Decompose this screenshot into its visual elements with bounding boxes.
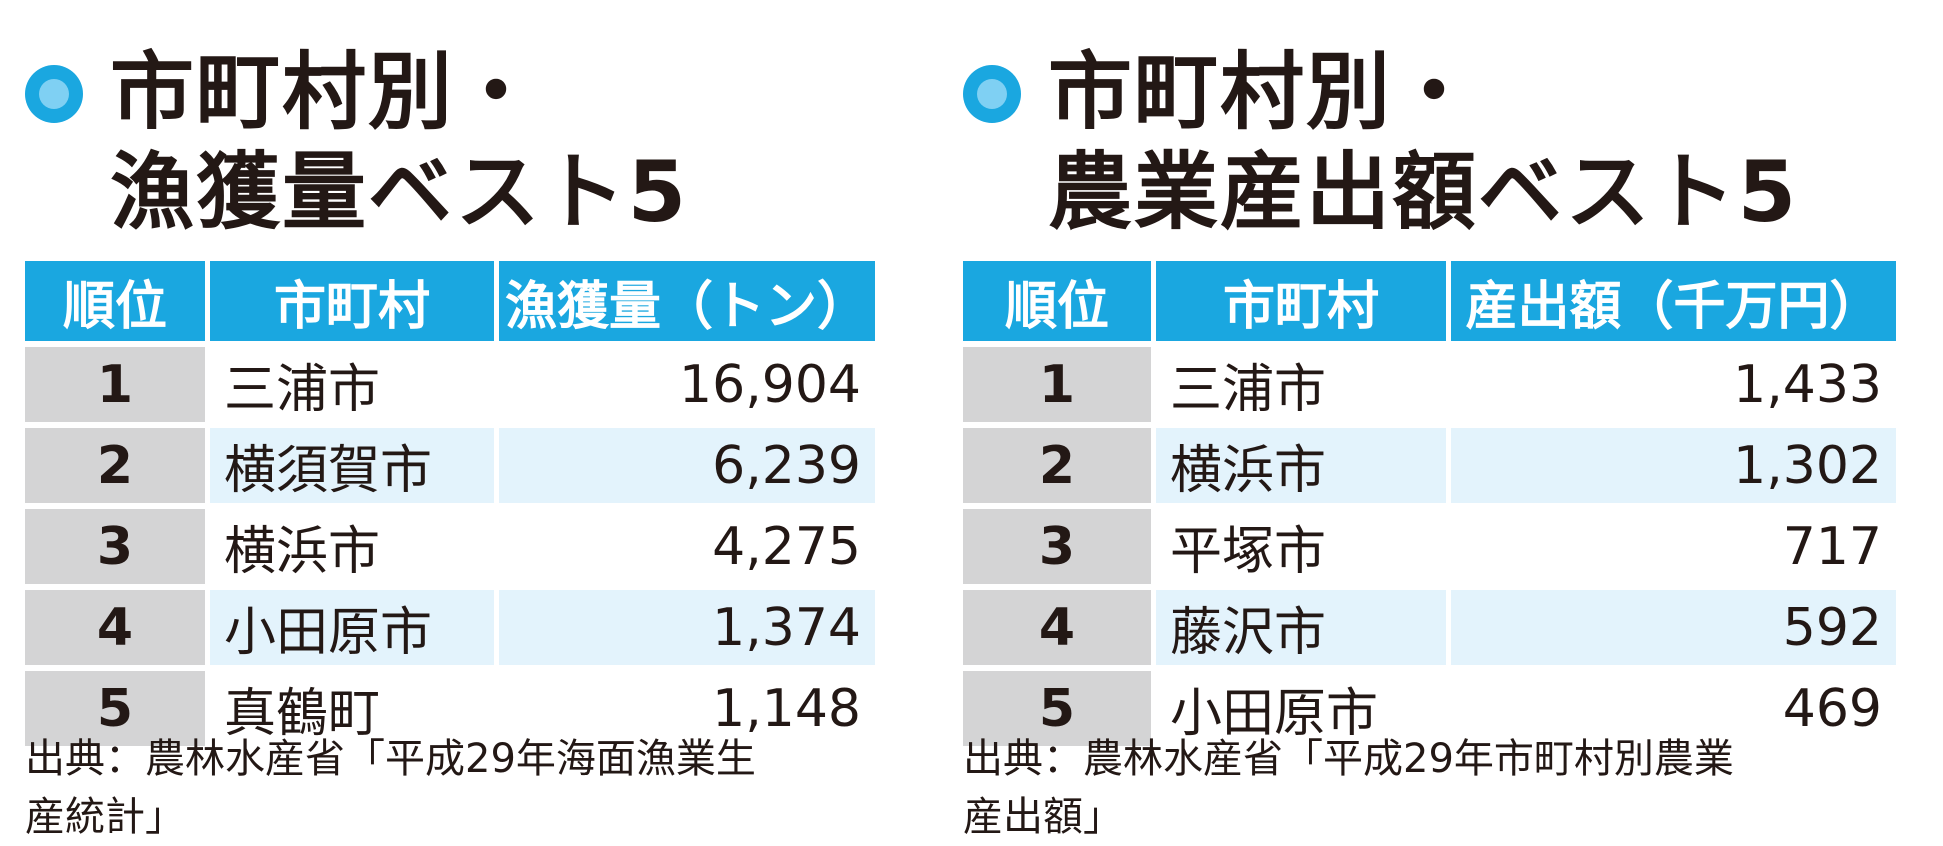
value-cell: 469 bbox=[1782, 678, 1882, 739]
municipality-cell: 小田原市 bbox=[1170, 684, 1379, 744]
rank-cell: 2 bbox=[963, 428, 1151, 503]
municipality-cell: 真鶴町 bbox=[223, 684, 380, 744]
municipality-cell: 平塚市 bbox=[1170, 522, 1327, 582]
value-cell: 1,433 bbox=[1733, 354, 1882, 415]
fishery-title-line1: 市町村別・ bbox=[110, 43, 541, 141]
municipality-cell: 三浦市 bbox=[223, 360, 380, 420]
table-row: 4 小田原市 1,374 bbox=[25, 590, 875, 665]
agriculture-title-line2: 農業産出額ベスト5 bbox=[1048, 143, 1799, 241]
source-line: 出典：農林水産省「平成29年海面漁業生 bbox=[25, 736, 756, 782]
value-cell: 717 bbox=[1782, 516, 1882, 577]
fishery-panel: 市町村別・ 漁獲量ベスト5 順位 市町村 漁獲量（トン） 1 三浦市 16,90… bbox=[25, 0, 880, 840]
rank-cell: 3 bbox=[963, 509, 1151, 584]
table-header-row: 順位 市町村 漁獲量（トン） bbox=[25, 261, 875, 341]
agriculture-title: 市町村別・ 農業産出額ベスト5 bbox=[963, 0, 1923, 250]
agriculture-table: 順位 市町村 産出額（千万円） 1 三浦市 1,433 2 横浜市 1,302 … bbox=[958, 255, 1901, 752]
table-row: 2 横浜市 1,302 bbox=[963, 428, 1896, 503]
agriculture-title-line1: 市町村別・ bbox=[1048, 43, 1479, 141]
table-row: 1 三浦市 16,904 bbox=[25, 347, 875, 422]
municipality-cell: 横浜市 bbox=[1156, 428, 1446, 503]
rank-cell: 5 bbox=[963, 671, 1151, 746]
value-cell: 592 bbox=[1451, 590, 1896, 665]
municipality-cell: 横須賀市 bbox=[209, 428, 494, 503]
value-cell: 1,302 bbox=[1451, 428, 1896, 503]
municipality-cell: 三浦市 bbox=[1170, 360, 1327, 420]
rank-cell: 1 bbox=[25, 347, 205, 422]
fishery-table: 順位 市町村 漁獲量（トン） 1 三浦市 16,904 2 横須賀市 6,239… bbox=[20, 255, 880, 752]
column-header-municipality: 市町村 bbox=[209, 261, 494, 341]
rank-cell: 2 bbox=[25, 428, 205, 503]
fishery-title: 市町村別・ 漁獲量ベスト5 bbox=[25, 0, 880, 250]
column-header-municipality: 市町村 bbox=[1156, 261, 1446, 341]
table-header-row: 順位 市町村 産出額（千万円） bbox=[963, 261, 1896, 341]
fishery-source: 出典：農林水産省「平成29年海面漁業生 産統計」 bbox=[25, 730, 756, 846]
agriculture-panel: 市町村別・ 農業産出額ベスト5 順位 市町村 産出額（千万円） 1 三浦市 1,… bbox=[963, 0, 1923, 840]
value-cell: 1,374 bbox=[498, 590, 875, 665]
column-header-catch: 漁獲量（トン） bbox=[498, 261, 875, 341]
table-row: 3 平塚市 717 bbox=[963, 509, 1896, 584]
source-line: 出典：農林水産省「平成29年市町村別農業 bbox=[963, 736, 1734, 782]
municipality-cell: 横浜市 bbox=[223, 522, 380, 582]
rank-cell: 4 bbox=[25, 590, 205, 665]
bullet-icon bbox=[25, 65, 83, 123]
value-cell: 6,239 bbox=[498, 428, 875, 503]
source-line: 産出額」 bbox=[963, 794, 1123, 840]
table-row: 5 真鶴町 1,148 bbox=[25, 671, 875, 746]
column-header-output: 産出額（千万円） bbox=[1451, 261, 1896, 341]
fishery-title-line2: 漁獲量ベスト5 bbox=[110, 143, 689, 241]
table-row: 4 藤沢市 592 bbox=[963, 590, 1896, 665]
table-row: 2 横須賀市 6,239 bbox=[25, 428, 875, 503]
bullet-icon bbox=[963, 65, 1021, 123]
rank-cell: 4 bbox=[963, 590, 1151, 665]
agriculture-source: 出典：農林水産省「平成29年市町村別農業 産出額」 bbox=[963, 730, 1734, 846]
column-header-rank: 順位 bbox=[25, 261, 205, 341]
rank-cell: 3 bbox=[25, 509, 205, 584]
value-cell: 4,275 bbox=[712, 516, 861, 577]
table-row: 3 横浜市 4,275 bbox=[25, 509, 875, 584]
municipality-cell: 小田原市 bbox=[209, 590, 494, 665]
table-row: 5 小田原市 469 bbox=[963, 671, 1896, 746]
value-cell: 16,904 bbox=[679, 354, 861, 415]
rank-cell: 1 bbox=[963, 347, 1151, 422]
value-cell: 1,148 bbox=[712, 678, 861, 739]
table-row: 1 三浦市 1,433 bbox=[963, 347, 1896, 422]
municipality-cell: 藤沢市 bbox=[1156, 590, 1446, 665]
source-line: 産統計」 bbox=[25, 794, 185, 840]
rank-cell: 5 bbox=[25, 671, 205, 746]
column-header-rank: 順位 bbox=[963, 261, 1151, 341]
